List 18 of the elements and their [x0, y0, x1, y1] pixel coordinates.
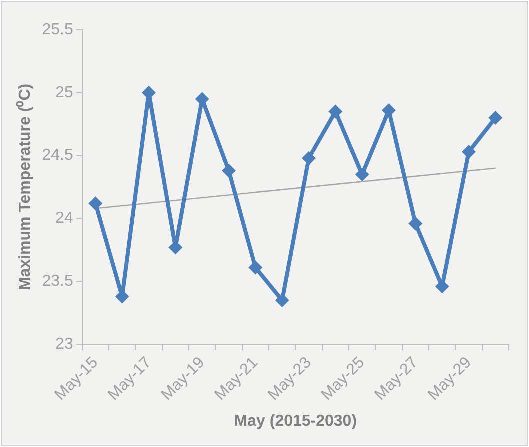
point	[488, 111, 503, 126]
point	[302, 151, 316, 166]
y-tick-label: 23.5	[42, 273, 74, 290]
y-tick-label: 23	[56, 336, 74, 353]
point	[462, 145, 476, 160]
point	[275, 293, 290, 308]
x-axis-title: May (2015-2030)	[234, 412, 358, 430]
y-axis-title: Maximum Temperature (⁰C)	[16, 84, 34, 291]
point	[222, 164, 236, 178]
y-tick-label: 25	[56, 84, 74, 102]
point	[328, 104, 343, 119]
point	[248, 260, 263, 275]
point	[408, 216, 423, 231]
point	[88, 196, 103, 211]
point	[355, 168, 370, 182]
y-tick-label: 24	[56, 210, 74, 228]
y-tick-label: 24.5	[42, 147, 74, 164]
y-tick-label: 25.5	[42, 21, 74, 38]
